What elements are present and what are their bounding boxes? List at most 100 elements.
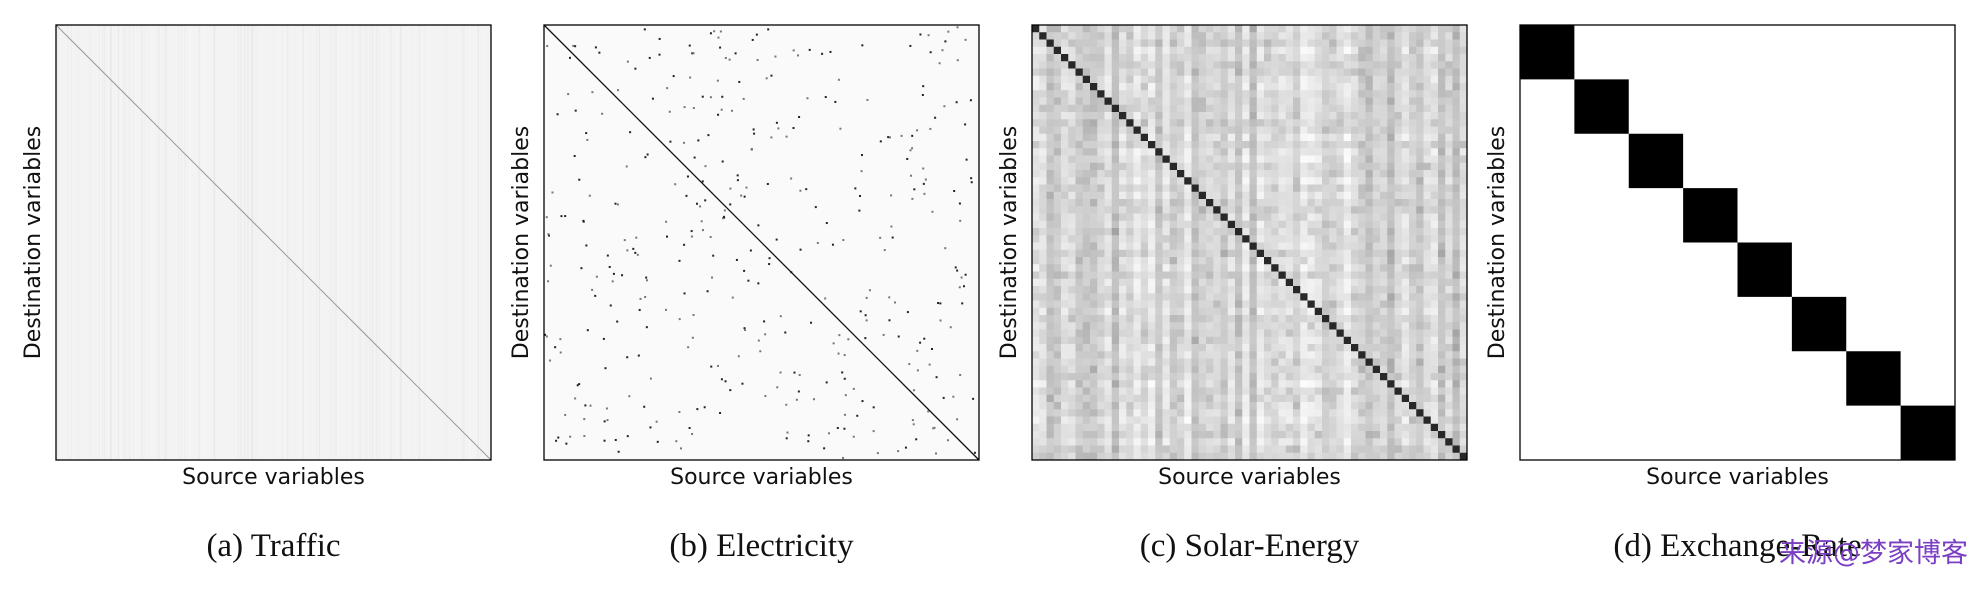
- heatmap-cell: [1300, 133, 1308, 142]
- heatmap-cell: [1177, 249, 1185, 258]
- heatmap-cell: [1184, 61, 1192, 69]
- heatmap-cell: [1307, 402, 1316, 410]
- heatmap-cell: [1162, 220, 1171, 229]
- heatmap-cell: [1322, 177, 1330, 185]
- heatmap-cell: [1278, 235, 1287, 243]
- heatmap-dot: [799, 248, 802, 251]
- heatmap-cell: [1053, 409, 1062, 417]
- heatmap-cell: [1343, 242, 1352, 251]
- y-axis-label: Destination variables: [997, 126, 1022, 359]
- heatmap-cell: [1358, 278, 1366, 287]
- heatmap-cell: [1300, 416, 1308, 425]
- heatmap: [1520, 25, 1955, 460]
- heatmap-cell: [1235, 315, 1243, 323]
- heatmap-dot: [897, 335, 900, 338]
- heatmap-cell: [1198, 90, 1207, 98]
- heatmap-cell: [1227, 431, 1236, 439]
- heatmap-cell: [1119, 112, 1127, 120]
- heatmap-cell: [1162, 445, 1171, 454]
- heatmap-cell: [1271, 199, 1279, 207]
- heatmap-cell: [1198, 199, 1207, 207]
- heatmap-cell: [1358, 344, 1366, 352]
- heatmap-cell: [1264, 54, 1272, 62]
- heatmap-cell: [1148, 126, 1156, 135]
- heatmap-stripe: [256, 25, 259, 460]
- heatmap-cell: [1220, 358, 1229, 367]
- heatmap-cell: [1314, 46, 1323, 55]
- heatmap-cell: [1271, 68, 1279, 77]
- heatmap-cell: [1169, 104, 1178, 113]
- heatmap-dot: [888, 296, 891, 299]
- heatmap-cell: [1235, 242, 1243, 251]
- heatmap-dot: [632, 247, 635, 250]
- heatmap-cell: [1380, 177, 1388, 185]
- heatmap-cell: [1082, 199, 1091, 207]
- heatmap-cell: [1162, 213, 1171, 222]
- heatmap-cell: [1126, 344, 1134, 352]
- heatmap-cell: [1111, 46, 1120, 55]
- heatmap-cell: [1271, 336, 1279, 345]
- heatmap-dot: [643, 405, 646, 408]
- heatmap-cell: [1394, 445, 1403, 454]
- heatmap-stripe: [180, 25, 182, 460]
- heatmap-cell: [1242, 46, 1250, 55]
- heatmap-cell: [1314, 286, 1323, 294]
- heatmap-cell: [1206, 452, 1214, 461]
- heatmap-cell: [1213, 46, 1221, 55]
- heatmap-cell: [1227, 365, 1236, 374]
- heatmap-cell: [1372, 365, 1381, 374]
- heatmap-stripe: [366, 25, 368, 460]
- heatmap-cell: [1372, 235, 1381, 243]
- heatmap-cell: [1075, 249, 1084, 258]
- heatmap-cell: [1336, 61, 1345, 69]
- heatmap-cell: [1191, 133, 1200, 142]
- heatmap-cell: [1278, 133, 1287, 142]
- heatmap-cell: [1206, 75, 1214, 84]
- heatmap-cell: [1053, 445, 1062, 454]
- heatmap-cell: [1322, 126, 1330, 135]
- heatmap-cell: [1285, 315, 1294, 323]
- heatmap-cell: [1329, 213, 1337, 222]
- heatmap-cell: [1430, 206, 1439, 214]
- heatmap-cell: [1329, 191, 1337, 200]
- heatmap-cell: [1213, 452, 1221, 461]
- heatmap-cell: [1104, 97, 1113, 106]
- heatmap-cell: [1242, 445, 1250, 454]
- heatmap-dot: [616, 320, 619, 323]
- heatmap-cell: [1401, 242, 1410, 251]
- heatmap-cell: [1104, 148, 1113, 156]
- heatmap-dot: [591, 288, 594, 291]
- heatmap-cell: [1053, 191, 1062, 200]
- heatmap-cell: [1452, 242, 1461, 251]
- heatmap-cell: [1046, 97, 1055, 106]
- heatmap-cell: [1162, 329, 1171, 338]
- heatmap-cell: [1394, 148, 1403, 156]
- heatmap-cell: [1343, 170, 1352, 178]
- heatmap-stripe: [198, 25, 200, 460]
- heatmap-cell: [1220, 119, 1229, 127]
- heatmap-cell: [1438, 365, 1446, 374]
- heatmap-dot: [757, 339, 760, 342]
- heatmap-cell: [1423, 104, 1432, 113]
- heatmap-cell: [1423, 228, 1432, 236]
- heatmap-cell: [1235, 133, 1243, 142]
- heatmap-cell: [1278, 416, 1287, 425]
- heatmap-cell: [1459, 373, 1468, 381]
- heatmap-cell: [1097, 206, 1105, 214]
- heatmap-cell: [1394, 344, 1403, 352]
- heatmap-cell: [1162, 141, 1171, 149]
- heatmap-cell: [1409, 249, 1417, 258]
- heatmap-cell: [1343, 257, 1352, 265]
- heatmap-cell: [1307, 344, 1316, 352]
- heatmap-cell: [1177, 104, 1185, 113]
- heatmap-cell: [1061, 322, 1069, 330]
- heatmap-cell: [1119, 380, 1127, 388]
- heatmap-cell: [1401, 336, 1410, 345]
- heatmap-cell: [1126, 141, 1134, 149]
- heatmap-cell: [1314, 278, 1323, 287]
- heatmap-cell: [1090, 177, 1098, 185]
- heatmap-cell: [1365, 126, 1374, 135]
- heatmap-cell: [1242, 213, 1250, 222]
- heatmap-cell: [1046, 416, 1055, 425]
- heatmap-cell: [1336, 184, 1345, 193]
